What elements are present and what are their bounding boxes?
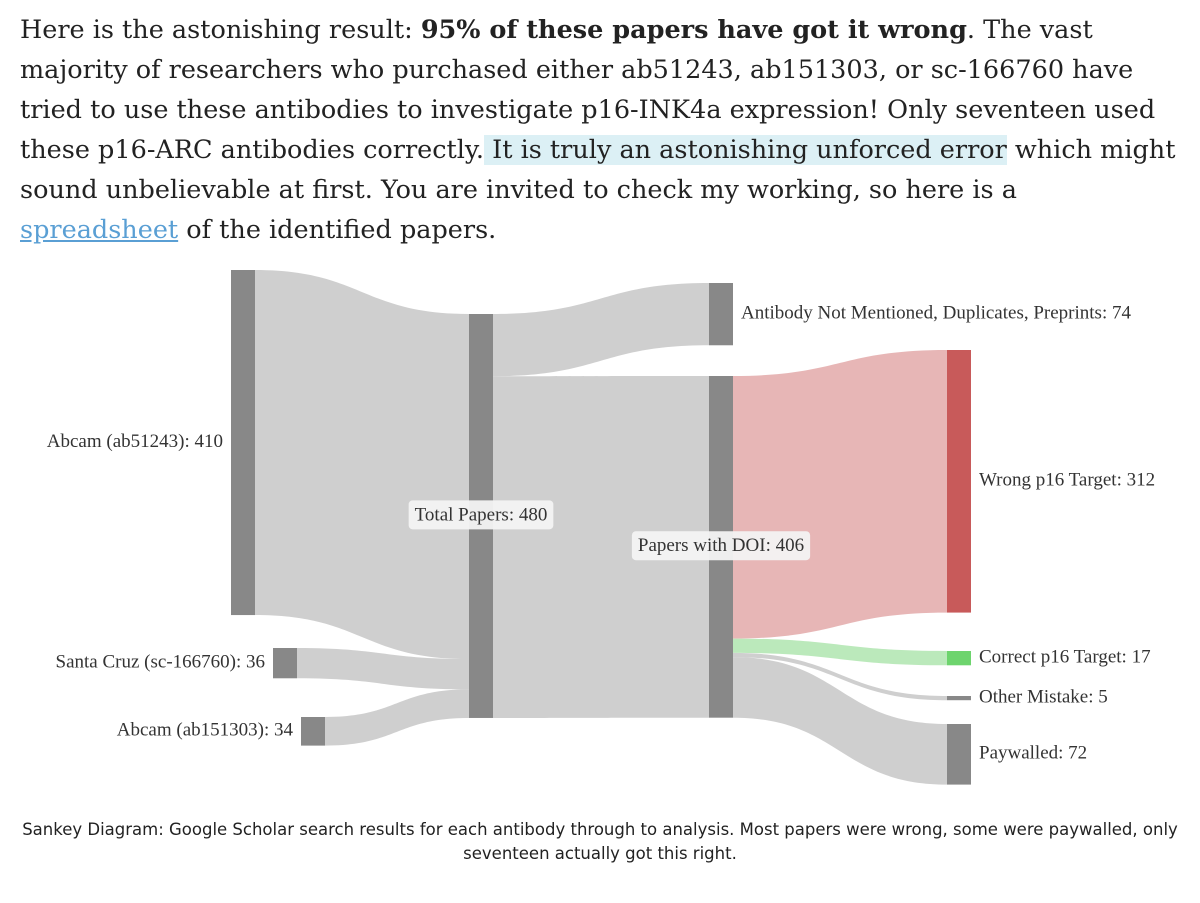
link-doi-to-other [733,652,947,701]
intro-paragraph: Here is the astonishing result: 95% of t… [20,10,1180,250]
node-label-excluded: Antibody Not Mentioned, Duplicates, Prep… [741,302,1131,323]
node-label-ab151303: Abcam (ab151303): 34 [117,720,294,741]
node-label-box-doi [631,531,811,561]
link-doi-to-wrong [733,350,947,639]
node-label-wrong: Wrong p16 Target: 312 [979,470,1155,491]
spreadsheet-link[interactable]: spreadsheet [20,215,179,245]
para-text-4: of the identified papers. [178,215,497,245]
para-text-2: . The vast majority of researchers who p… [20,15,1156,165]
node-other [947,696,971,701]
node-excluded [709,283,733,346]
node-sc166760 [273,648,297,679]
link-ab51243-to-total [255,270,469,660]
para-highlight: It is truly an astonishing unforced erro… [484,135,1007,165]
para-bold-result: 95% of these papers have got it wrong [420,15,967,45]
node-label-correct: Correct p16 Target: 17 [979,647,1151,668]
link-total-to-doi [493,376,709,718]
node-correct [947,651,971,666]
link-doi-to-correct [733,638,947,666]
node-label-ab51243: Abcam (ab51243): 410 [47,431,223,452]
link-ab151303-to-total [325,689,469,746]
node-label-box-total [408,500,554,530]
node-ab151303 [301,717,325,746]
link-doi-to-paywalled [733,657,947,785]
node-label-other: Other Mistake: 5 [979,686,1108,707]
figure-caption: Sankey Diagram: Google Scholar search re… [22,820,1178,863]
sankey-links [255,270,947,785]
sankey-diagram: Abcam (ab51243): 410 Santa Cruz (sc-16676… [47,270,1155,785]
node-label-sc166760: Santa Cruz (sc-166760): 36 [56,652,265,673]
link-total-to-excluded [493,283,709,377]
node-label-total: Total Papers: 480 [415,504,548,525]
sankey-labels: Abcam (ab51243): 410 Santa Cruz (sc-16676… [47,302,1155,763]
node-wrong [947,350,971,613]
node-label-doi: Papers with DOI: 406 [638,535,804,556]
node-paywalled [947,724,971,785]
link-sc166760-to-total [297,648,469,690]
para-text-3: which might sound unbelievable at first.… [20,135,1176,205]
node-label-paywalled: Paywalled: 72 [979,743,1087,764]
node-ab51243 [231,270,255,616]
para-text-1: Here is the astonishing result: [20,15,421,45]
